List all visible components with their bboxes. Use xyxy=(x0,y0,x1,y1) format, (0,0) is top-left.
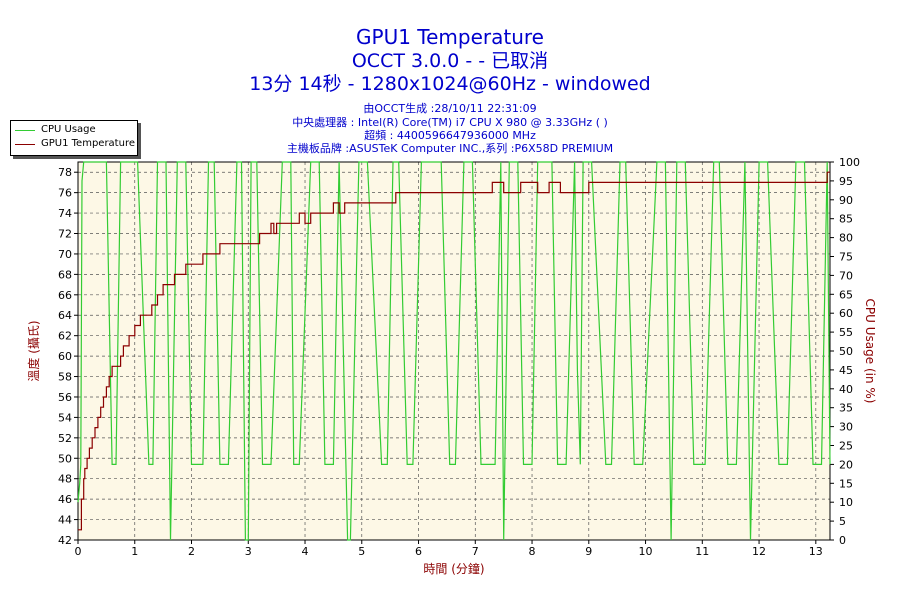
y-right-tick-label: 65 xyxy=(839,288,853,301)
y-right-tick-label: 15 xyxy=(839,477,853,490)
legend-label-cpu: CPU Usage xyxy=(41,124,96,135)
y-left-tick-label: 44 xyxy=(58,514,72,527)
y-right-tick-label: 70 xyxy=(839,269,853,282)
y-right-tick-label: 95 xyxy=(839,175,853,188)
y-right-tick-label: 0 xyxy=(839,534,846,547)
legend-swatch-cpu xyxy=(15,129,35,131)
series-line-cpu-usage xyxy=(77,161,831,541)
y-right-tick-label: 10 xyxy=(839,496,853,509)
y-left-tick-label: 74 xyxy=(58,207,72,220)
y-right-tick-label: 55 xyxy=(839,326,853,339)
y-left-tick-label: 58 xyxy=(58,371,72,384)
y-right-axis-label: CPU Usage (in %) xyxy=(863,299,877,404)
info-cpu: 中央處理器 : Intel(R) Core(TM) i7 CPU X 980 @… xyxy=(292,116,608,129)
y-right-tick-label: 100 xyxy=(839,156,860,169)
legend-item-gpu: GPU1 Temperature xyxy=(15,137,135,151)
y-left-tick-label: 76 xyxy=(58,187,72,200)
x-tick-label: 12 xyxy=(752,545,766,558)
chart-subtitle-duration: 13分 14秒 - 1280x1024@60Hz - windowed xyxy=(249,73,651,95)
chart-legend: CPU Usage GPU1 Temperature xyxy=(10,120,138,156)
x-axis-label: 時間 (分鐘) xyxy=(423,561,484,576)
x-tick-label: 13 xyxy=(809,545,823,558)
x-tick-label: 6 xyxy=(415,545,422,558)
x-tick-label: 2 xyxy=(188,545,195,558)
y-right-tick-label: 20 xyxy=(839,458,853,471)
series-line-gpu1-temperature xyxy=(78,171,830,531)
y-left-tick-label: 60 xyxy=(58,350,72,363)
x-tick-label: 0 xyxy=(75,545,82,558)
x-tick-label: 5 xyxy=(358,545,365,558)
chart-title: GPU1 Temperature xyxy=(356,25,544,49)
y-right-tick-label: 85 xyxy=(839,213,853,226)
y-right-tick-label: 25 xyxy=(839,440,853,453)
y-left-tick-label: 62 xyxy=(58,330,72,343)
chart-subtitle-version: OCCT 3.0.0 - - 已取消 xyxy=(351,50,549,72)
legend-label-gpu: GPU1 Temperature xyxy=(41,138,135,149)
x-tick-label: 10 xyxy=(639,545,653,558)
x-tick-label: 9 xyxy=(585,545,592,558)
y-left-tick-label: 72 xyxy=(58,228,72,241)
x-tick-label: 3 xyxy=(245,545,252,558)
y-right-tick-label: 40 xyxy=(839,383,853,396)
y-right-tick-label: 90 xyxy=(839,194,853,207)
plot-area xyxy=(78,162,830,540)
x-tick-label: 8 xyxy=(529,545,536,558)
info-overclock: 超頻 : 4400596647936000 MHz xyxy=(364,129,536,142)
y-left-tick-label: 48 xyxy=(58,473,72,486)
y-left-tick-label: 50 xyxy=(58,452,72,465)
y-left-tick-label: 42 xyxy=(58,534,72,547)
x-tick-label: 7 xyxy=(472,545,479,558)
y-right-tick-label: 30 xyxy=(839,421,853,434)
y-left-axis-label: 溫度 (攝氏) xyxy=(26,320,41,381)
y-left-tick-label: 68 xyxy=(58,268,72,281)
info-generated: 由OCCT生成 :28/10/11 22:31:09 xyxy=(363,102,537,115)
y-right-tick-label: 60 xyxy=(839,307,853,320)
x-tick-label: 11 xyxy=(695,545,709,558)
y-right-tick-label: 80 xyxy=(839,232,853,245)
y-left-tick-label: 52 xyxy=(58,432,72,445)
y-right-tick-label: 5 xyxy=(839,515,846,528)
plot-frame xyxy=(77,161,831,541)
x-tick-label: 1 xyxy=(131,545,138,558)
legend-swatch-gpu xyxy=(15,143,35,145)
y-right-tick-label: 50 xyxy=(839,345,853,358)
y-left-tick-label: 54 xyxy=(58,411,72,424)
y-left-tick-label: 78 xyxy=(58,166,72,179)
y-right-tick-label: 75 xyxy=(839,251,853,264)
y-left-tick-label: 64 xyxy=(58,309,72,322)
y-right-tick-label: 35 xyxy=(839,402,853,415)
y-left-tick-label: 70 xyxy=(58,248,72,261)
legend-item-cpu: CPU Usage xyxy=(15,123,96,137)
y-right-tick-label: 45 xyxy=(839,364,853,377)
info-motherboard: 主機板品牌 :ASUSTeK Computer INC.,系列 :P6X58D … xyxy=(286,142,614,155)
y-left-tick-label: 66 xyxy=(58,289,72,302)
y-left-tick-label: 46 xyxy=(58,493,72,506)
x-tick-label: 4 xyxy=(302,545,309,558)
y-left-tick-label: 56 xyxy=(58,391,72,404)
